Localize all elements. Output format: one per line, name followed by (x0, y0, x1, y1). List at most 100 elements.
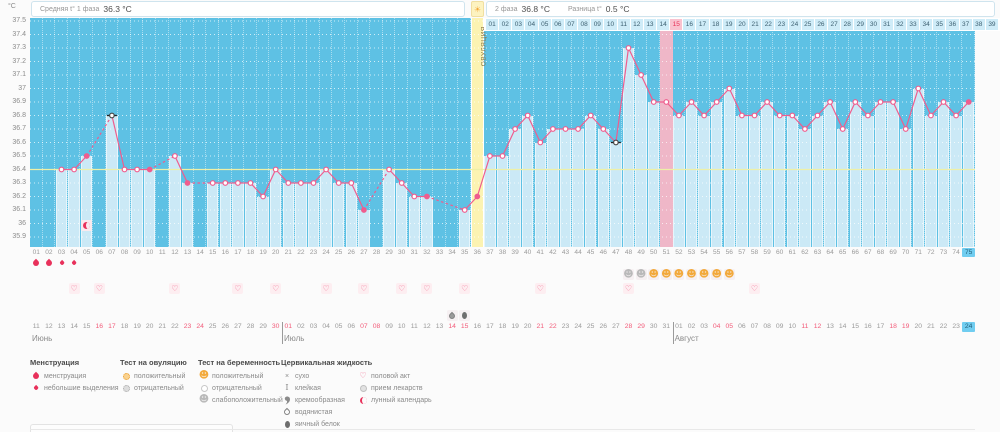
temp-bar[interactable] (232, 183, 244, 247)
day-number-cell[interactable]: 14 (196, 249, 204, 256)
temp-bar[interactable] (698, 115, 710, 247)
temp-bar[interactable] (597, 129, 610, 247)
day-number-cell[interactable]: 01 (32, 249, 40, 256)
temp-bar[interactable] (647, 102, 660, 247)
temp-marker[interactable] (386, 166, 393, 173)
day-number-cell[interactable]: 36 (473, 249, 481, 256)
day-number-cell[interactable]: 17 (234, 249, 242, 256)
day-number-cell[interactable]: 46 (599, 249, 607, 256)
temp-marker[interactable] (713, 99, 720, 105)
temp-bar[interactable] (710, 102, 723, 247)
temp-bar[interactable] (55, 169, 68, 247)
day-column[interactable] (295, 18, 308, 247)
day-number-cell[interactable]: 72 (927, 249, 935, 256)
day-column[interactable] (68, 18, 81, 247)
temp-bar[interactable] (673, 115, 685, 247)
temp-marker[interactable] (575, 126, 581, 132)
day-column[interactable] (849, 18, 862, 247)
cycle2-day-cell[interactable]: 15 (670, 19, 683, 30)
day-column[interactable] (761, 18, 774, 247)
day-column[interactable] (698, 18, 711, 247)
day-column[interactable] (282, 18, 295, 247)
temp-bar[interactable] (874, 102, 887, 247)
day-column[interactable] (937, 18, 950, 247)
day-number-cell[interactable]: 06 (95, 249, 103, 256)
cycle2-day-cell[interactable]: 24 (788, 19, 801, 30)
temp-bar[interactable] (269, 169, 282, 247)
temp-bar[interactable] (899, 129, 912, 247)
day-number-cell[interactable]: 43 (561, 249, 570, 256)
day-column[interactable] (496, 18, 509, 247)
temp-bar[interactable] (824, 102, 836, 247)
day-number-cell[interactable]: 03 (57, 249, 66, 256)
day-number-cell[interactable]: 26 (347, 249, 355, 256)
day-column[interactable] (509, 18, 522, 247)
temp-bar[interactable] (887, 102, 899, 247)
day-column[interactable] (811, 18, 824, 247)
day-number-cell[interactable]: 38 (498, 249, 507, 256)
cycle2-day-cell[interactable]: 18 (709, 19, 722, 30)
day-column[interactable] (799, 18, 812, 247)
day-column[interactable] (710, 18, 723, 247)
temp-bar[interactable] (181, 183, 194, 247)
temp-marker[interactable] (865, 112, 871, 119)
temp-marker[interactable] (902, 126, 909, 132)
temp-marker[interactable] (739, 112, 745, 119)
day-column[interactable] (962, 18, 975, 247)
temp-bar[interactable] (723, 88, 736, 247)
day-column[interactable] (194, 18, 207, 247)
temp-marker[interactable] (285, 180, 292, 186)
day-number-cell[interactable]: 09 (133, 249, 141, 256)
temp-marker[interactable] (776, 112, 783, 119)
cycle2-day-cell[interactable]: 26 (814, 19, 828, 30)
temp-marker[interactable] (222, 180, 229, 186)
day-column[interactable] (748, 18, 761, 247)
day-number-cell[interactable]: 11 (158, 249, 166, 256)
day-column[interactable] (257, 18, 270, 247)
day-number-cell[interactable]: 32 (423, 249, 431, 256)
temp-bar[interactable] (572, 129, 584, 247)
day-number-cell[interactable]: 37 (486, 249, 494, 256)
temp-marker[interactable] (272, 166, 279, 173)
day-column[interactable] (736, 18, 749, 247)
temp-marker[interactable] (298, 180, 304, 186)
temp-bar[interactable] (962, 102, 975, 247)
temp-marker[interactable] (928, 112, 934, 119)
temp-marker-filled[interactable] (361, 207, 367, 213)
temp-marker[interactable] (260, 193, 267, 200)
day-column[interactable] (534, 18, 547, 247)
temp-marker[interactable] (499, 153, 506, 159)
temp-marker-filled[interactable] (474, 193, 481, 200)
day-number-cell[interactable]: 13 (183, 249, 192, 256)
temp-bar[interactable] (786, 115, 799, 247)
temp-bar[interactable] (484, 156, 496, 247)
temp-marker[interactable] (890, 99, 896, 105)
day-number-cell[interactable]: 52 (675, 249, 683, 256)
highlighted-day-column[interactable] (660, 31, 673, 247)
day-number-cell[interactable]: 57 (738, 249, 746, 256)
day-column[interactable] (635, 18, 648, 247)
day-number-cell[interactable]: 25 (335, 249, 343, 256)
day-column[interactable] (106, 18, 119, 247)
day-number-cell[interactable]: 58 (750, 249, 759, 256)
temp-bar[interactable] (862, 115, 874, 247)
cycle2-day-cell[interactable]: 27 (828, 19, 841, 30)
day-column[interactable] (647, 18, 660, 247)
temp-bar[interactable] (622, 48, 635, 247)
temp-bar[interactable] (332, 183, 345, 247)
temp-marker[interactable] (537, 139, 544, 146)
day-column[interactable] (572, 18, 585, 247)
temp-bar[interactable] (219, 183, 232, 247)
temp-bar[interactable] (950, 115, 962, 247)
temp-bar[interactable] (68, 169, 80, 247)
temp-bar[interactable] (118, 169, 131, 247)
temp-marker[interactable] (663, 99, 670, 105)
day-column[interactable] (332, 18, 345, 247)
day-number-cell[interactable]: 68 (876, 249, 885, 256)
temp-marker[interactable] (953, 112, 959, 119)
temp-marker[interactable] (461, 207, 468, 213)
day-column[interactable] (156, 18, 169, 247)
day-number-cell[interactable]: 18 (246, 249, 255, 256)
cycle2-day-cell[interactable]: 12 (630, 19, 643, 30)
day-number-cell[interactable]: 71 (914, 249, 922, 256)
